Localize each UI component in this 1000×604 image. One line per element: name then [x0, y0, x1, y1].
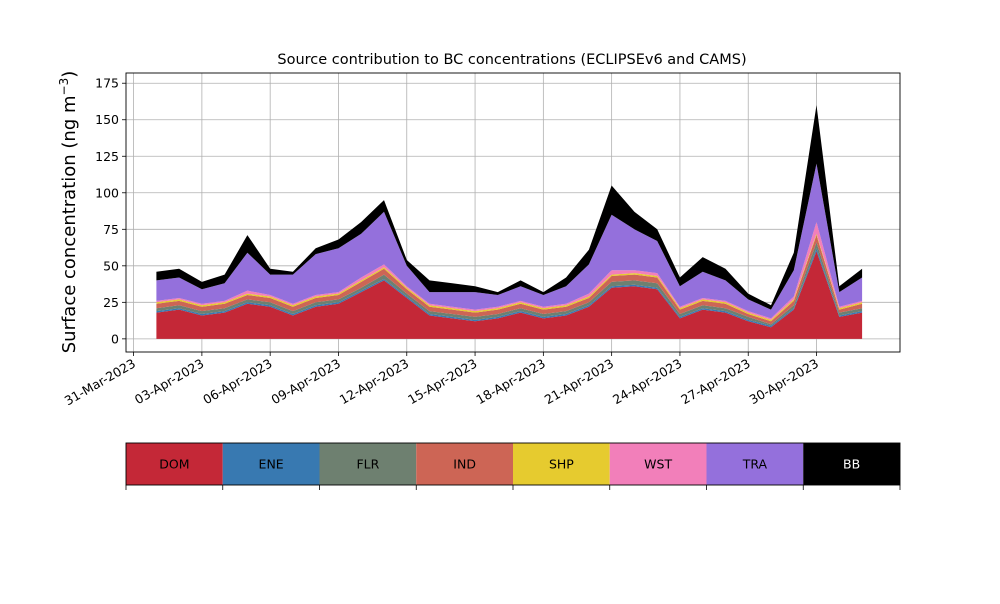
legend-swatch-wst	[609, 443, 707, 485]
legend-swatch-flr	[319, 443, 417, 485]
x-tick-label: 09-Apr-2023	[269, 356, 343, 408]
legend-label-wst: WST	[644, 457, 672, 472]
plot-frame	[125, 72, 901, 353]
y-tick-label: 50	[103, 258, 119, 273]
legend-label-shp: SHP	[549, 457, 574, 472]
legend-label-ind: IND	[453, 457, 476, 472]
legend-swatch-dom	[126, 443, 223, 485]
legend-label-dom: DOM	[159, 457, 189, 472]
y-tick-label: 25	[103, 295, 119, 310]
x-tick-label: 12-Apr-2023	[337, 356, 411, 408]
area-series-tra	[156, 163, 863, 319]
y-tick-label: 125	[95, 149, 119, 164]
area-series-layer	[156, 105, 863, 339]
legend-swatch-shp	[513, 443, 610, 485]
y-tick-label: 150	[95, 112, 119, 127]
x-tick-label: 24-Apr-2023	[610, 356, 684, 408]
legend-label-bb: BB	[843, 457, 860, 472]
legend-label-flr: FLR	[356, 457, 379, 472]
legend-swatch-tra	[706, 443, 804, 485]
legend-label-tra: TRA	[742, 457, 768, 472]
x-tick-label: 03-Apr-2023	[132, 356, 206, 408]
x-tick-label: 18-Apr-2023	[473, 356, 547, 408]
y-axis-label: Surface concentration (ng m−3)	[57, 71, 80, 354]
x-tick-label: 21-Apr-2023	[542, 356, 616, 408]
legend-swatch-ind	[416, 443, 513, 485]
x-tick-label: 27-Apr-2023	[678, 356, 752, 408]
plot-area: 0 25 50 75 100 125 150 175 31-Mar-202303-Apr-20…	[62, 72, 901, 408]
legend-swatch-bb	[803, 443, 900, 485]
legend-label-ene: ENE	[259, 457, 284, 472]
legend-colorbar: DOM ENE FLR IND SHP WST TRA BB	[125, 442, 901, 490]
y-tick-label: 175	[95, 76, 119, 91]
x-tick-label: 31-Mar-2023	[62, 356, 138, 409]
x-axis: 31-Mar-202303-Apr-202306-Apr-202309-Apr-…	[62, 352, 821, 408]
x-tick-label: 15-Apr-2023	[405, 356, 479, 408]
x-tick-label: 06-Apr-2023	[200, 356, 274, 408]
x-tick-label: 30-Apr-2023	[747, 356, 821, 408]
y-axis: 0 25 50 75 100 125 150 175	[95, 76, 126, 346]
y-tick-label: 0	[111, 331, 119, 346]
legend-swatch-ene	[222, 443, 320, 485]
y-tick-label: 75	[103, 222, 119, 237]
y-axis-label-unit-superscript: −3	[57, 78, 71, 96]
area-series-dom	[156, 251, 863, 339]
y-tick-label: 100	[95, 185, 119, 200]
y-axis-label-close: )	[59, 71, 80, 78]
chart-title: Source contribution to BC concentrations…	[277, 52, 746, 68]
y-axis-label-text: Surface concentration (ng m	[59, 95, 80, 353]
